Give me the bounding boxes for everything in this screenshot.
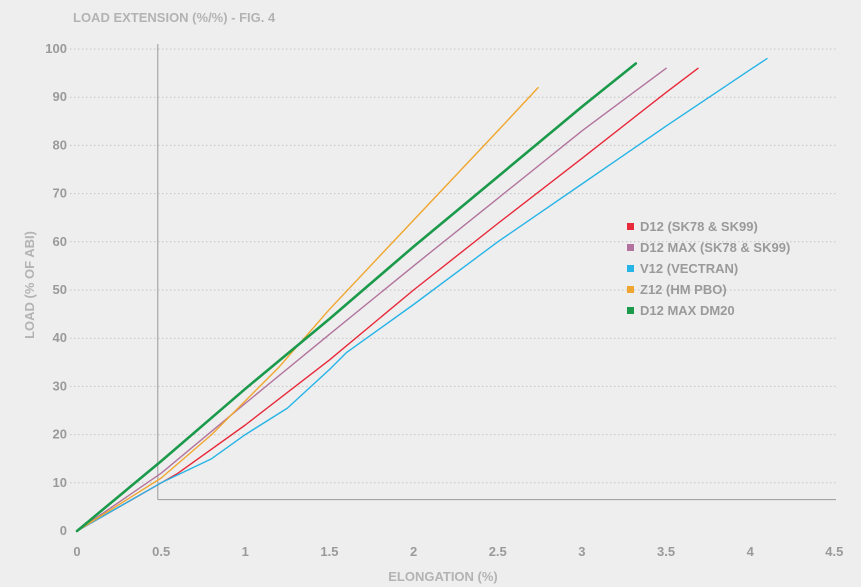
series-line-0 [76, 67, 699, 532]
y-tick-label-8: 80 [53, 137, 67, 152]
y-tick-label-0: 0 [60, 523, 67, 538]
series-lines [75, 57, 768, 533]
y-tick-label-10: 100 [45, 41, 67, 56]
series-line-1 [76, 67, 667, 532]
y-tick-label-2: 20 [53, 427, 67, 442]
x-tick-label-8: 4 [747, 544, 755, 559]
x-tick-label-5: 2.5 [489, 544, 507, 559]
x-tick-label-9: 4.5 [825, 544, 843, 559]
legend-label-1: D12 MAX (SK78 & SK99) [640, 240, 790, 255]
y-axis-label: LOAD (% OF ABI) [22, 231, 37, 339]
legend: D12 (SK78 & SK99) D12 MAX (SK78 & SK99) V1… [627, 219, 790, 318]
series-line-3 [76, 86, 539, 532]
y-tick-label-5: 50 [53, 282, 67, 297]
legend-swatch-2 [627, 265, 634, 272]
y-tick-label-4: 40 [53, 330, 67, 345]
x-tick-label-2: 1 [242, 544, 249, 559]
y-tick-label-9: 90 [53, 89, 67, 104]
x-tick-label-3: 1.5 [320, 544, 338, 559]
y-tick-label-1: 10 [53, 475, 67, 490]
legend-label-3: Z12 (HM PBO) [640, 282, 727, 297]
x-axis-label: ELONGATION (%) [388, 569, 498, 584]
legend-label-4: D12 MAX DM20 [640, 303, 735, 318]
y-tick-label-7: 70 [53, 186, 67, 201]
legend-swatch-3 [627, 286, 634, 293]
series-line-4 [75, 62, 638, 533]
y-tick-labels: 0 10 20 30 40 50 60 70 80 90 100 [45, 41, 67, 538]
legend-label-0: D12 (SK78 & SK99) [640, 219, 758, 234]
x-tick-label-1: 0.5 [152, 544, 170, 559]
y-tick-label-6: 60 [53, 234, 67, 249]
x-tick-labels: 0 0.5 1 1.5 2 2.5 3 3.5 4 4.5 [73, 544, 843, 559]
series-line-2 [76, 57, 768, 532]
x-tick-label-4: 2 [410, 544, 417, 559]
legend-swatch-0 [627, 223, 634, 230]
legend-swatch-1 [627, 244, 634, 251]
chart-title: LOAD EXTENSION (%/%) - FIG. 4 [73, 10, 276, 25]
x-tick-label-6: 3 [578, 544, 585, 559]
x-tick-label-7: 3.5 [657, 544, 675, 559]
legend-swatch-4 [627, 307, 634, 314]
reference-lines [157, 44, 836, 501]
legend-label-2: V12 (VECTRAN) [640, 261, 738, 276]
x-tick-label-0: 0 [73, 544, 80, 559]
y-tick-label-3: 30 [53, 378, 67, 393]
